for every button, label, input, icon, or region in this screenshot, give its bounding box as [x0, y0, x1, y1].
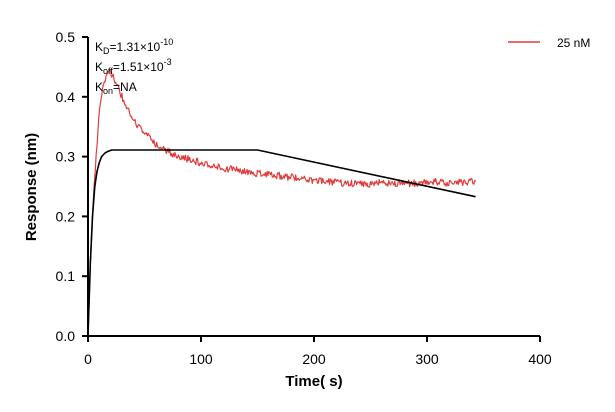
- x-tick-label: 400: [528, 351, 552, 367]
- y-tick-label: 0.2: [56, 208, 76, 224]
- x-axis-label: Time( s): [285, 373, 342, 390]
- x-tick-label: 100: [189, 351, 213, 367]
- annotation-kd: KD=1.31×10-10: [95, 37, 173, 56]
- annotations: KD=1.31×10-10 Koff=1.51×10-3 Kon=NA: [95, 37, 173, 96]
- x-tick-label: 0: [84, 351, 92, 367]
- x-ticks: 0 100 200 300 400: [84, 336, 552, 367]
- y-tick-label: 0.0: [56, 328, 76, 344]
- axes: [87, 37, 540, 337]
- annotation-kon: Kon=NA: [95, 80, 137, 96]
- plot-lines: [87, 69, 477, 337]
- y-ticks: 0.0 0.1 0.2 0.3 0.4 0.5: [56, 29, 88, 344]
- y-tick-label: 0.3: [56, 149, 76, 165]
- y-tick-label: 0.4: [56, 89, 76, 105]
- x-tick-label: 300: [415, 351, 439, 367]
- annotation-koff: Koff=1.51×10-3: [95, 57, 172, 76]
- legend-label-25nm: 25 nM: [557, 36, 590, 50]
- x-tick-label: 200: [302, 351, 326, 367]
- y-tick-label: 0.1: [56, 268, 76, 284]
- y-tick-label: 0.5: [56, 29, 76, 45]
- legend: 25 nM: [508, 36, 590, 50]
- y-axis-label: Response (nm): [23, 133, 40, 241]
- series-fit-line: [87, 149, 476, 337]
- series-line-25nm: [87, 69, 477, 337]
